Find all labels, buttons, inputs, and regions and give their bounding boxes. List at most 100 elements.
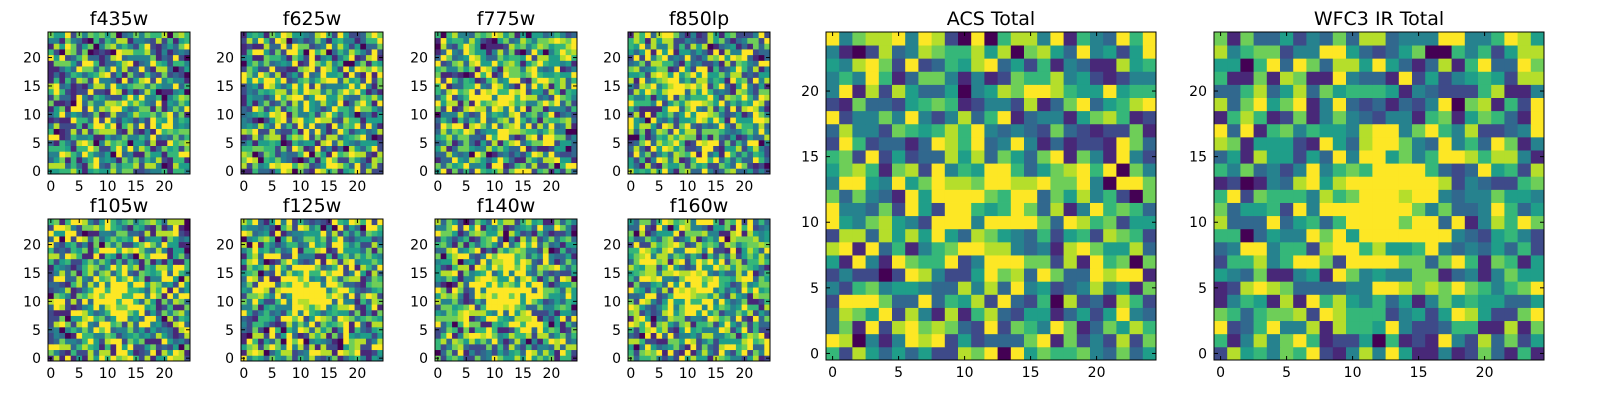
heatmap-cell	[286, 281, 293, 288]
heatmap-cell	[435, 236, 442, 243]
heatmap-cell	[246, 247, 253, 254]
heatmap-cell	[167, 111, 174, 118]
heatmap-cell	[480, 162, 487, 169]
y-tick-label: 20	[603, 51, 621, 67]
heatmap-cell	[696, 117, 703, 124]
heatmap-cell	[354, 275, 361, 282]
heatmap-cell	[144, 349, 151, 356]
heatmap-cell	[679, 32, 686, 39]
heatmap-cell	[178, 83, 185, 90]
heatmap-cell	[679, 60, 686, 67]
heatmap-cell	[508, 37, 515, 44]
heatmap-cell	[735, 151, 742, 158]
heatmap-cell	[184, 32, 191, 39]
heatmap-cell	[650, 309, 657, 316]
heatmap-cell	[48, 71, 55, 78]
x-tick-label: 15	[127, 179, 145, 195]
heatmap-cell	[360, 139, 367, 146]
heatmap-cell	[491, 83, 498, 90]
heatmap-cell	[241, 287, 248, 294]
heatmap-cell	[127, 105, 134, 112]
heatmap-cell	[548, 247, 555, 254]
heatmap-cell	[525, 326, 532, 333]
heatmap-cell	[559, 122, 567, 129]
heatmap-cell	[565, 304, 572, 311]
heatmap-cell	[639, 355, 646, 362]
heatmap-cell	[110, 134, 117, 141]
heatmap-cell	[696, 43, 703, 50]
heatmap-cell	[650, 134, 657, 141]
heatmap-cell	[707, 139, 714, 146]
heatmap-cell	[684, 292, 691, 299]
heatmap-cell	[377, 122, 384, 129]
heatmap-cell	[645, 43, 652, 50]
heatmap-cell	[690, 309, 697, 316]
heatmap-cell	[53, 270, 60, 277]
heatmap-cell	[371, 270, 378, 277]
heatmap-cell	[537, 287, 544, 294]
heatmap-cell	[365, 287, 373, 294]
heatmap-cell	[514, 309, 521, 316]
heatmap-cell	[275, 60, 282, 67]
heatmap-cell	[365, 281, 373, 288]
heatmap-cell	[360, 281, 367, 288]
heatmap-cell	[696, 145, 703, 152]
heatmap-cell	[520, 287, 527, 294]
heatmap-cell	[263, 60, 270, 67]
heatmap-cell	[469, 111, 476, 118]
heatmap-cell	[337, 258, 344, 265]
heatmap-cell	[53, 219, 60, 226]
heatmap-cell	[701, 326, 708, 333]
heatmap-cell	[537, 281, 544, 288]
heatmap-cell	[263, 145, 270, 152]
heatmap-cell	[269, 71, 276, 78]
heatmap-cell	[480, 355, 487, 362]
heatmap-cell	[656, 287, 663, 294]
heatmap-cell	[486, 168, 493, 175]
heatmap-cell	[486, 270, 493, 277]
heatmap-cell	[150, 315, 157, 322]
heatmap-cell	[565, 105, 572, 112]
heatmap-cell	[93, 60, 100, 67]
heatmap-cell	[121, 88, 128, 95]
heatmap-cell	[87, 54, 94, 61]
panel-title: f105w	[90, 195, 149, 217]
heatmap-cell	[337, 253, 344, 260]
heatmap-cell	[565, 128, 572, 135]
heatmap-cell	[99, 139, 106, 146]
heatmap-cell	[286, 49, 293, 56]
heatmap-cell	[690, 315, 697, 322]
heatmap-cell	[486, 287, 493, 294]
heatmap-cell	[633, 94, 640, 101]
heatmap-cell	[275, 326, 282, 333]
heatmap-cell	[337, 321, 344, 328]
heatmap-cell	[673, 60, 680, 67]
heatmap-cell	[275, 128, 282, 135]
heatmap-cell	[280, 139, 287, 146]
heatmap-cell	[104, 321, 111, 328]
heatmap-cell	[514, 275, 521, 282]
heatmap-cell	[531, 105, 538, 112]
heatmap-cell	[633, 326, 640, 333]
heatmap-cell	[628, 321, 635, 328]
heatmap-cell	[280, 241, 287, 248]
heatmap-cell	[48, 49, 55, 56]
heatmap-cell	[741, 105, 748, 112]
heatmap-cell	[263, 49, 270, 56]
heatmap-cell	[343, 247, 350, 254]
heatmap-cell	[633, 355, 640, 362]
heatmap-cell	[258, 236, 265, 243]
heatmap-cell	[167, 241, 174, 248]
heatmap-cell	[639, 309, 646, 316]
heatmap-cell	[537, 258, 544, 265]
heatmap-cell	[718, 60, 725, 67]
heatmap-cell	[59, 139, 66, 146]
heatmap-cell	[440, 139, 447, 146]
heatmap-cell	[326, 128, 333, 135]
heatmap-cell	[70, 32, 77, 39]
heatmap-cell	[138, 88, 145, 95]
heatmap-cell	[70, 224, 77, 231]
heatmap-cell	[667, 88, 674, 95]
heatmap-cell	[258, 309, 265, 316]
